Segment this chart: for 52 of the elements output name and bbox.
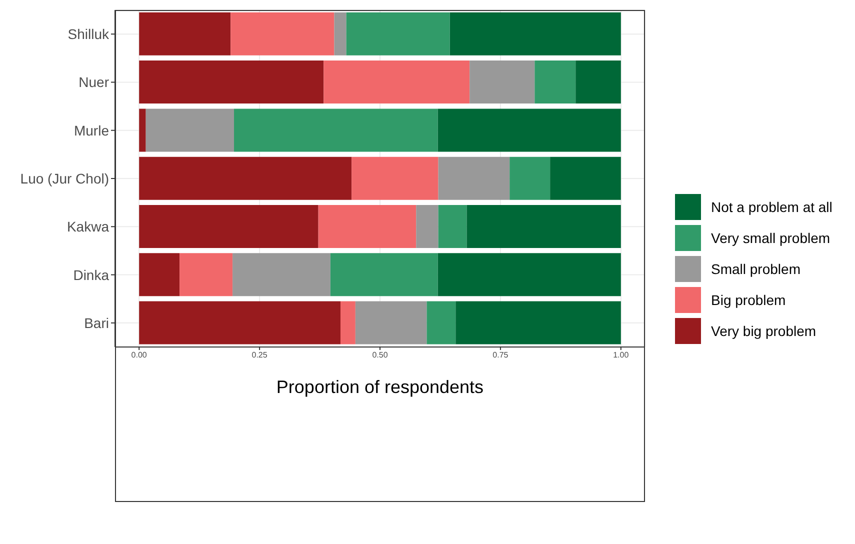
y-tick-label: Murle: [74, 122, 110, 138]
x-tick-label: 0.50: [372, 350, 388, 360]
legend-label: Very small problem: [711, 230, 830, 246]
bar: [576, 60, 621, 104]
bar: [139, 253, 180, 296]
legend-label: Small problem: [711, 260, 800, 276]
bar: [340, 301, 356, 344]
bar: [334, 12, 346, 56]
bar: [470, 60, 535, 104]
bar: [466, 204, 621, 248]
legend-label: Very big problem: [711, 322, 816, 338]
bar: [180, 253, 233, 296]
bar: [416, 204, 438, 248]
bar: [318, 204, 416, 248]
x-tick-label: 1.00: [613, 350, 630, 360]
bar: [139, 108, 146, 152]
x-tick-label: 0.75: [492, 350, 509, 360]
bar: [139, 60, 324, 104]
bar: [230, 12, 334, 56]
y-tick-label: Kakwa: [66, 218, 110, 235]
bar: [438, 253, 621, 296]
y-tick-label: Nuer: [78, 74, 110, 90]
y-tick-label: Shilluk: [68, 26, 110, 42]
x-tick-label: 0.00: [131, 350, 148, 360]
bar: [139, 301, 340, 344]
bar: [324, 60, 470, 104]
bar: [232, 253, 330, 296]
bar: [330, 253, 438, 296]
bar: [450, 12, 621, 56]
bar: [534, 60, 576, 104]
bar: [355, 301, 427, 344]
y-tick-label: Luo (Jur Chol): [20, 170, 109, 186]
bar: [146, 108, 234, 152]
bar: [346, 12, 450, 56]
bar: [352, 156, 438, 200]
x-tick-label: 0.25: [252, 350, 268, 360]
bar: [234, 108, 438, 152]
y-tick-label: Bari: [84, 314, 109, 331]
bar: [426, 301, 456, 344]
bar: [139, 12, 231, 56]
y-tick-label: Dinka: [73, 266, 110, 283]
bar: [456, 301, 621, 344]
x-axis-title: Proportion of respondents: [276, 377, 484, 397]
bar: [438, 108, 621, 152]
bar: [139, 156, 352, 200]
bar: [139, 204, 318, 248]
bar: [510, 156, 550, 200]
bar: [550, 156, 621, 200]
legend-label: Big problem: [711, 292, 786, 308]
legend-label: Not a problem at all: [711, 198, 832, 214]
bar: [438, 156, 510, 200]
bar: [438, 204, 467, 248]
